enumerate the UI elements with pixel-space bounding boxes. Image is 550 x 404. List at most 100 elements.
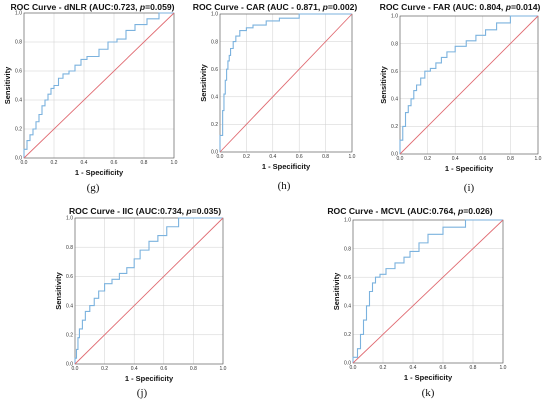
roc-curve [352,219,503,363]
x-tick-label: 1.0 [535,156,542,162]
y-tick-label: 0.8 [66,245,73,251]
y-axis-label: Sensitivity [199,63,208,101]
y-tick-label: 0.0 [15,156,22,162]
x-axis-label: 1 - Specificity [125,374,174,383]
roc-curve [399,15,538,154]
y-tick-label: 0.6 [391,69,398,75]
y-tick-label: 0.4 [211,95,218,101]
x-tick-label: 0.2 [380,365,387,371]
x-tick-label: 0.8 [190,366,197,372]
y-tick-label: 0.2 [15,127,22,133]
panel-letter: (g) [86,182,100,194]
reference-diagonal [23,12,175,159]
reference-diagonal [74,217,224,365]
y-tick-label: 1.0 [211,12,218,18]
x-tick-label: 1.0 [220,366,227,372]
x-axis-label: 1 - Specificity [262,162,311,171]
y-tick-label: 0.8 [15,40,22,46]
x-tick-label: 0.4 [452,156,459,162]
y-tick-label: 0.6 [66,274,73,280]
x-tick-label: 0.4 [410,365,417,371]
y-tick-label: 0.4 [15,98,22,104]
roc-panel-h: ROC Curve - CAR (AUC - 0.871, p=0.002) 0… [185,2,365,198]
y-tick-label: 0.0 [391,152,398,158]
y-tick-label: 0.2 [344,332,351,338]
roc-chart-svg: 0.0 0.2 0.4 0.6 0.8 1.0 0.0 0.2 0.4 0.6 0.8 1.0 1 - … [54,216,227,383]
panel-letter: (h) [277,180,291,192]
roc-curve [74,217,223,364]
x-tick-label: 0.0 [21,160,28,166]
y-tick-label: 0.6 [344,275,351,281]
chart-title: ROC Curve - MCVL (AUC:0.764, p=0.026) [327,206,493,216]
y-axis-label: Sensitivity [379,65,388,103]
x-tick-label: 0.6 [111,160,118,166]
x-tick-label: 0.0 [397,156,404,162]
x-tick-label: 0.2 [243,154,250,160]
x-tick-label: 0.6 [479,156,486,162]
y-tick-label: 0.8 [344,246,351,252]
x-tick-label: 0.8 [470,365,477,371]
plot-frame [74,217,224,365]
roc-chart-svg: 0.0 0.2 0.4 0.6 0.8 1.0 0.0 0.2 0.4 0.6 0.8 1.0 1 - … [199,12,356,171]
reference-diagonal [219,13,353,153]
y-tick-label: 0.8 [211,39,218,45]
roc-curve [23,12,174,158]
x-tick-label: 0.6 [440,365,447,371]
x-tick-label: 0.4 [131,366,138,372]
roc-panel-k: ROC Curve - MCVL (AUC:0.764, p=0.026) 0.… [305,206,515,404]
x-tick-label: 1.0 [500,365,507,371]
y-tick-label: 0.0 [66,362,73,368]
reference-diagonal [352,219,504,364]
y-tick-label: 0.2 [391,124,398,130]
roc-panel-j: ROC Curve - IIC (AUC:0.734, p=0.035) 0.0… [45,206,245,404]
x-axis-label: 1 - Specificity [75,168,124,177]
panel-letter: (j) [136,387,148,399]
x-tick-label: 0.2 [424,156,431,162]
x-tick-label: 0.8 [507,156,514,162]
y-tick-label: 0.8 [391,41,398,47]
x-axis-label: 1 - Specificity [404,373,453,382]
y-tick-label: 0.0 [344,361,351,367]
x-tick-label: 0.8 [322,154,329,160]
y-tick-label: 0.2 [211,122,218,128]
plot-frame [23,12,175,159]
x-tick-label: 0.6 [160,366,167,372]
plot-frame [219,13,353,153]
roc-chart-svg: 0.0 0.2 0.4 0.6 0.8 1.0 0.0 0.2 0.4 0.6 0.8 1.0 1 - … [3,11,178,177]
roc-curve [219,13,352,152]
x-tick-label: 0.8 [141,160,148,166]
roc-chart-svg: 0.0 0.2 0.4 0.6 0.8 1.0 0.0 0.2 0.4 0.6 0.8 1.0 1 - … [379,14,542,173]
reference-diagonal [399,15,539,155]
y-tick-label: 0.6 [15,69,22,75]
plot-frame [399,15,539,155]
x-tick-label: 0.2 [101,366,108,372]
y-tick-label: 1.0 [66,216,73,222]
x-tick-label: 0.4 [269,154,276,160]
chart-title: ROC Curve - dNLR (AUC:0.723, p=0.059) [10,2,175,12]
x-tick-label: 0.2 [51,160,58,166]
y-tick-label: 1.0 [15,11,22,17]
x-tick-label: 0.0 [217,154,224,160]
y-axis-label: Sensitivity [3,66,12,104]
roc-chart-svg: 0.0 0.2 0.4 0.6 0.8 1.0 0.0 0.2 0.4 0.6 0.8 1.0 1 - … [332,218,507,382]
chart-title: ROC Curve - CAR (AUC - 0.871, p=0.002) [192,2,358,12]
plot-frame [352,219,504,364]
x-tick-label: 0.0 [350,365,357,371]
y-tick-label: 0.4 [66,303,73,309]
y-tick-label: 1.0 [344,218,351,224]
roc-panel-i: ROC Curve - FAR (AUC: 0.804, p=0.014) 0.… [370,2,550,198]
y-axis-label: Sensitivity [54,271,63,309]
x-tick-label: 1.0 [349,154,356,160]
y-tick-label: 1.0 [391,14,398,20]
y-tick-label: 0.0 [211,150,218,156]
panel-letter: (k) [421,387,435,399]
roc-panel-g: ROC Curve - dNLR (AUC:0.723, p=0.059) 0.… [0,2,185,198]
chart-title: ROC Curve - IIC (AUC:0.734, p=0.035) [68,206,222,216]
y-tick-label: 0.2 [66,333,73,339]
panel-letter: (i) [463,182,475,194]
x-tick-label: 0.0 [72,366,79,372]
y-tick-label: 0.6 [211,67,218,73]
x-axis-label: 1 - Specificity [445,164,494,173]
x-tick-label: 0.4 [81,160,88,166]
x-tick-label: 0.6 [296,154,303,160]
